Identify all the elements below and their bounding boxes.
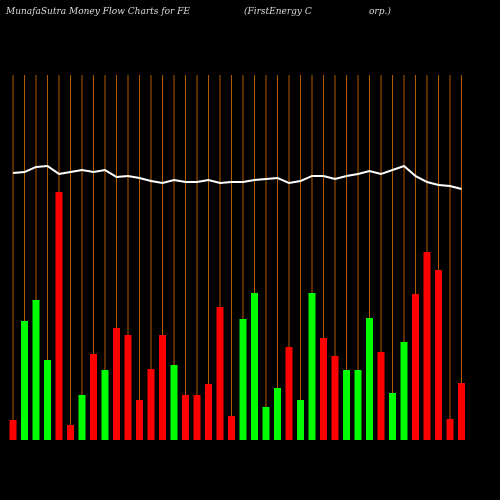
bar bbox=[446, 419, 454, 440]
bar bbox=[400, 342, 408, 440]
bar bbox=[44, 360, 51, 440]
bar bbox=[251, 293, 258, 440]
bar bbox=[239, 319, 247, 440]
bar bbox=[147, 369, 155, 440]
bar bbox=[67, 425, 74, 440]
bar bbox=[366, 318, 373, 440]
bar bbox=[262, 407, 270, 440]
bar bbox=[193, 395, 201, 440]
bar bbox=[343, 370, 350, 440]
bar bbox=[458, 383, 465, 440]
bar bbox=[32, 300, 40, 440]
bar bbox=[285, 347, 293, 440]
bar bbox=[228, 416, 235, 440]
bar bbox=[182, 395, 189, 440]
bar bbox=[389, 393, 396, 440]
bar bbox=[170, 365, 178, 440]
bar bbox=[308, 293, 316, 440]
chart-title: MunafaSutra Money Flow Charts for FE bbox=[5, 7, 190, 17]
bar bbox=[274, 388, 281, 440]
bar bbox=[216, 307, 224, 440]
bar bbox=[159, 335, 166, 440]
bar bbox=[21, 321, 28, 440]
bar bbox=[90, 354, 97, 440]
chart-subtitle: (FirstEnergy C orp.) bbox=[244, 6, 391, 17]
bar bbox=[412, 294, 419, 440]
bar bbox=[78, 395, 86, 440]
bar bbox=[136, 400, 143, 440]
bar bbox=[354, 370, 362, 440]
bar bbox=[435, 270, 442, 440]
bar bbox=[423, 252, 431, 440]
bar bbox=[124, 335, 132, 440]
bar bbox=[205, 384, 212, 440]
bar bbox=[320, 338, 327, 440]
bar bbox=[297, 400, 304, 440]
bar bbox=[101, 370, 109, 440]
bar bbox=[331, 356, 339, 440]
bar bbox=[377, 352, 385, 440]
bar bbox=[9, 420, 17, 440]
bar bbox=[55, 192, 63, 440]
money-flow-line bbox=[12, 164, 462, 190]
bar bbox=[113, 328, 120, 440]
